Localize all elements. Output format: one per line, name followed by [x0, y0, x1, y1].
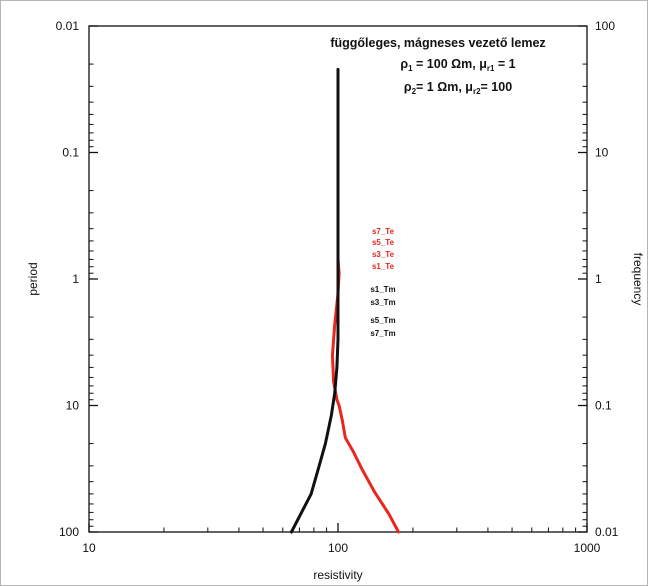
- legend-te-4: s1_Te: [372, 262, 395, 271]
- y-tick-label: 100: [59, 525, 79, 539]
- legend-tm-4: s7_Tm: [370, 329, 395, 338]
- y-tick-label: 0.1: [62, 146, 79, 160]
- legend-te-1: s7_Te: [372, 227, 395, 236]
- y2-tick-label: 0.1: [595, 399, 612, 413]
- y-tick-label: 0.01: [56, 19, 80, 33]
- data-series: [289, 67, 401, 534]
- y2-tick-label: 100: [595, 19, 615, 33]
- y2-tick-label: 10: [595, 146, 609, 160]
- y2-axis-title: frequency: [631, 253, 645, 306]
- legend-te-3: s3_Te: [372, 250, 395, 259]
- annotation-line-2: ρ1 = 100 Ωm, μr1 = 1: [400, 57, 515, 73]
- legend-tm-2: s3_Tm: [370, 298, 395, 307]
- y2-tick-label: 0.01: [595, 525, 619, 539]
- legend-tm-1: s1_Tm: [370, 285, 395, 294]
- series-tm-line: [289, 67, 340, 534]
- y-tick-label: 10: [66, 399, 80, 413]
- legend-tm-3: s5_Tm: [370, 316, 395, 325]
- x-tick-label: 10: [82, 541, 96, 555]
- annotation-line-1: függőleges, mágneses vezető lemez: [330, 36, 545, 50]
- x-axis-title: resistivity: [313, 568, 362, 582]
- annotation-line-3: ρ2= 1 Ωm, μr2= 100: [404, 80, 512, 96]
- y2-tick-label: 1: [595, 272, 602, 286]
- y-axis-title: period: [26, 262, 40, 295]
- x-tick-label: 100: [328, 541, 348, 555]
- y-tick-label: 1: [72, 272, 79, 286]
- x-tick-label: 1000: [574, 541, 601, 555]
- legend-te-2: s5_Te: [372, 238, 395, 247]
